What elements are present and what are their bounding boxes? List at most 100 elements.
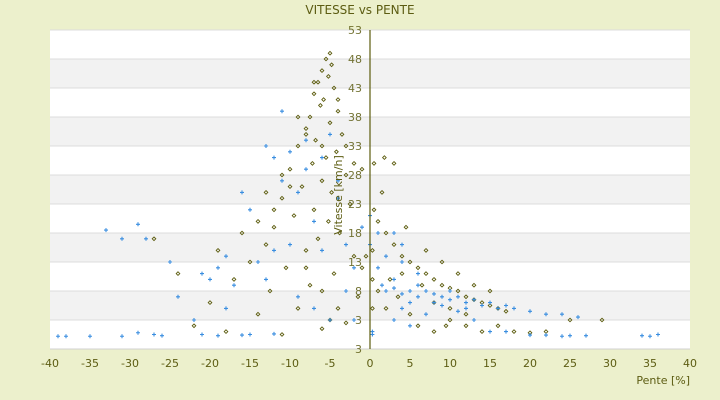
data-point-diamond xyxy=(479,329,485,335)
data-point-diamond xyxy=(325,218,331,224)
data-point-plus xyxy=(248,332,252,337)
data-point-diamond xyxy=(295,143,301,149)
data-point-diamond xyxy=(263,189,269,195)
data-point-diamond xyxy=(317,102,323,108)
data-point-diamond xyxy=(347,201,353,207)
data-point-plus xyxy=(240,190,244,195)
data-point-plus xyxy=(88,334,92,339)
data-point-diamond xyxy=(343,320,349,326)
data-point-plus xyxy=(224,254,228,259)
data-point-plus xyxy=(408,323,412,328)
data-point-plus xyxy=(296,294,300,299)
data-point-diamond xyxy=(267,288,273,294)
data-point-diamond xyxy=(375,218,381,224)
data-point-diamond xyxy=(391,242,397,248)
data-point-diamond xyxy=(223,329,229,335)
data-point-plus xyxy=(464,306,468,311)
data-point-diamond xyxy=(403,224,409,230)
data-point-plus xyxy=(224,306,228,311)
data-point-diamond xyxy=(443,323,449,329)
y-tick-label: 33 xyxy=(348,140,362,153)
data-point-plus xyxy=(528,333,532,338)
data-point-plus xyxy=(392,286,396,291)
data-point-diamond xyxy=(287,184,293,190)
data-point-plus xyxy=(472,318,476,322)
data-point-diamond xyxy=(455,288,461,294)
data-point-plus xyxy=(432,291,436,296)
x-tick-label: 40 xyxy=(683,357,697,370)
data-point-plus xyxy=(584,333,588,338)
data-point-plus xyxy=(248,207,252,212)
data-point-diamond xyxy=(375,288,381,294)
x-tick-label: -15 xyxy=(241,357,259,370)
data-point-plus xyxy=(416,283,420,288)
data-point-plus xyxy=(56,334,60,339)
data-point-diamond xyxy=(329,62,335,68)
data-point-diamond xyxy=(379,189,385,195)
data-point-plus xyxy=(312,306,316,311)
x-tick-label: -25 xyxy=(161,357,179,370)
data-point-diamond xyxy=(327,120,333,126)
data-point-plus xyxy=(120,334,124,339)
data-point-plus xyxy=(288,242,292,247)
data-point-diamond xyxy=(307,282,313,288)
data-point-plus xyxy=(280,178,284,183)
data-point-diamond xyxy=(399,253,405,259)
data-point-plus xyxy=(336,196,340,201)
data-point-diamond xyxy=(447,305,453,311)
y-tick-label: 8 xyxy=(355,285,362,298)
data-point-plus xyxy=(272,331,276,336)
data-point-plus xyxy=(370,329,375,334)
data-point-diamond xyxy=(255,311,261,317)
x-tick-label: 5 xyxy=(407,357,414,370)
y-tick-label: 3 xyxy=(355,314,362,327)
data-point-diamond xyxy=(399,271,405,277)
data-point-plus xyxy=(504,329,508,334)
data-point-plus xyxy=(328,132,332,137)
data-point-diamond xyxy=(309,160,315,166)
data-point-diamond xyxy=(351,253,357,259)
y-tick-label: 13 xyxy=(348,256,362,269)
data-point-plus xyxy=(376,265,380,270)
data-point-plus xyxy=(400,242,404,247)
data-point-plus xyxy=(424,289,428,293)
data-point-plus xyxy=(384,289,388,293)
data-point-plus xyxy=(416,271,420,276)
data-point-plus xyxy=(320,248,324,253)
data-point-diamond xyxy=(331,85,337,91)
data-point-diamond xyxy=(299,184,305,190)
data-point-diamond xyxy=(279,195,285,201)
data-point-plus xyxy=(456,294,460,299)
data-point-diamond xyxy=(323,56,329,62)
data-point-plus xyxy=(488,300,492,305)
data-point-plus xyxy=(288,149,292,154)
data-point-diamond xyxy=(503,308,509,314)
data-point-diamond xyxy=(487,288,493,294)
data-point-plus xyxy=(528,309,532,314)
x-tick-label: 10 xyxy=(443,357,457,370)
data-point-plus xyxy=(144,236,148,241)
data-point-diamond xyxy=(331,271,337,277)
data-point-plus xyxy=(456,309,460,314)
data-point-diamond xyxy=(335,108,341,114)
data-point-diamond xyxy=(511,329,517,335)
data-point-diamond xyxy=(369,247,375,253)
chart-title: VITESSE vs PENTE xyxy=(305,3,414,17)
data-point-plus xyxy=(488,329,492,334)
data-point-diamond xyxy=(295,305,301,311)
data-point-plus xyxy=(504,303,508,308)
y-tick-label: 48 xyxy=(348,53,362,66)
data-point-diamond xyxy=(371,207,377,213)
data-point-diamond xyxy=(333,149,339,155)
data-point-plus xyxy=(496,306,500,311)
data-point-plus xyxy=(304,138,308,143)
data-point-plus xyxy=(64,334,68,339)
data-point-diamond xyxy=(359,265,365,271)
data-point-diamond xyxy=(381,155,387,161)
data-point-diamond xyxy=(359,166,365,172)
x-tick-label: -35 xyxy=(81,357,99,370)
data-point-diamond xyxy=(263,242,269,248)
data-point-plus xyxy=(104,228,108,233)
y-tick-label: 38 xyxy=(348,111,362,124)
